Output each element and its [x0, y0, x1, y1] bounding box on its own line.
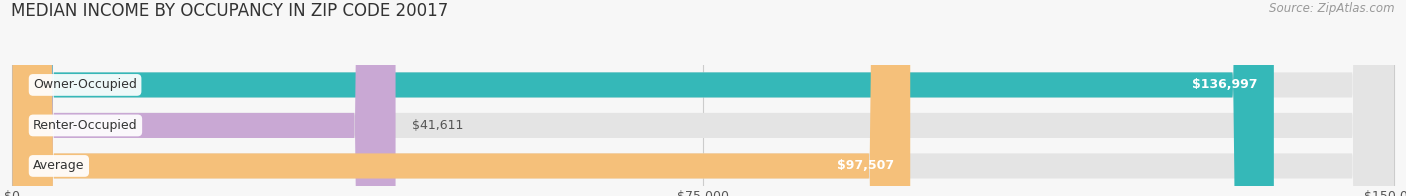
Text: $41,611: $41,611 — [412, 119, 464, 132]
FancyBboxPatch shape — [13, 0, 1393, 196]
Text: Source: ZipAtlas.com: Source: ZipAtlas.com — [1270, 2, 1395, 15]
Text: Average: Average — [34, 160, 84, 172]
Text: $97,507: $97,507 — [837, 160, 894, 172]
FancyBboxPatch shape — [13, 0, 395, 196]
Text: $136,997: $136,997 — [1192, 78, 1257, 91]
FancyBboxPatch shape — [13, 0, 1274, 196]
Text: Owner-Occupied: Owner-Occupied — [34, 78, 136, 91]
FancyBboxPatch shape — [13, 0, 1393, 196]
FancyBboxPatch shape — [13, 0, 910, 196]
Text: Renter-Occupied: Renter-Occupied — [34, 119, 138, 132]
Text: MEDIAN INCOME BY OCCUPANCY IN ZIP CODE 20017: MEDIAN INCOME BY OCCUPANCY IN ZIP CODE 2… — [11, 2, 449, 20]
FancyBboxPatch shape — [13, 0, 1393, 196]
